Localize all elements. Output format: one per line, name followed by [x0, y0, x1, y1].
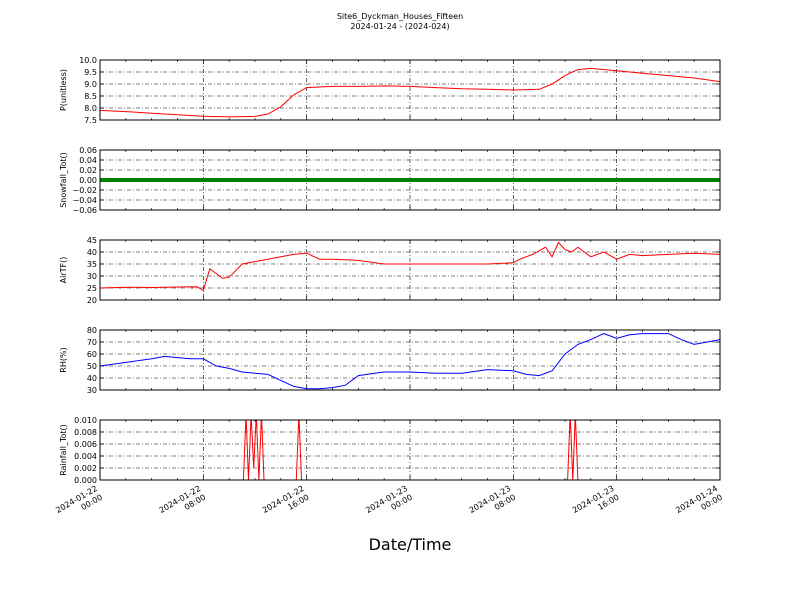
plot-frame [99, 239, 721, 301]
panel-4: 30 40 50 60 70 80 RH(%) [59, 326, 721, 395]
y-tick-label: −0.04 [72, 196, 97, 205]
y-tick-label: 0.010 [74, 416, 97, 425]
y-tick-label: 0.06 [79, 146, 97, 155]
y-axis-label: Snowfall_Tot() [59, 152, 68, 208]
y-tick-label: 0.04 [79, 156, 97, 165]
x-tick-labels: 2024-01-2200:00 2024-01-2208:00 2024-01-22… [54, 484, 724, 524]
plot-frame [99, 59, 721, 121]
x-tick-label: 2024-01-2316:00 [571, 484, 621, 524]
panel-5: 0.000 0.002 0.004 0.006 0.008 0.010 Rainfall_T… [59, 416, 721, 485]
chart-title: Site6_Dyckman_Houses_Fifteen [337, 12, 463, 21]
x-axis-label: Date/Time [369, 535, 452, 554]
y-tick-label: 0.004 [74, 452, 97, 461]
y-tick-label: 40 [87, 374, 97, 383]
y-tick-label: 80 [87, 326, 97, 335]
panels: 7.5 8.0 8.5 9.0 9.5 10.0 P(unitless) −0.06−0.04… [59, 56, 721, 485]
y-tick-label: 0.006 [74, 440, 97, 449]
y-axis-label: RH(%) [59, 347, 68, 372]
y-tick-label: 9.5 [84, 68, 97, 77]
y-tick-label: 30 [87, 386, 97, 395]
series-line [100, 241, 720, 292]
x-tick-label: 2024-01-2400:00 [674, 484, 724, 524]
x-tick-label: 2024-01-2216:00 [261, 484, 311, 524]
x-tick-label: 2024-01-2208:00 [158, 484, 208, 524]
y-tick-label: 40 [87, 248, 97, 257]
y-tick-label: −0.06 [72, 206, 97, 215]
y-tick-label: 0.02 [79, 166, 97, 175]
plot-frame [99, 329, 721, 391]
x-tick-label: 2024-01-2308:00 [468, 484, 518, 524]
y-tick-label: 0.00 [79, 176, 97, 185]
y-tick-label: −0.02 [72, 186, 97, 195]
y-axis-label: AirTF() [59, 257, 68, 284]
series-line [100, 333, 720, 390]
panel-2: −0.06−0.04−0.020.000.020.040.06 Snowfall_… [59, 146, 721, 215]
x-tick-label: 2024-01-2200:00 [54, 484, 104, 524]
y-tick-label: 0.000 [74, 476, 97, 485]
y-axis-label: P(unitless) [59, 69, 68, 111]
chart-subtitle: 2024-01-24 - (2024-024) [350, 22, 449, 31]
series-line [100, 420, 720, 480]
panel-3: 20 25 30 35 40 45 AirTF() [59, 236, 721, 305]
plot-frame [99, 149, 721, 211]
y-tick-label: 10.0 [79, 56, 97, 65]
y-tick-label: 25 [87, 284, 97, 293]
y-tick-label: 0.002 [74, 464, 97, 473]
y-tick-label: 8.5 [84, 92, 97, 101]
panel-1: 7.5 8.0 8.5 9.0 9.5 10.0 P(unitless) [59, 56, 721, 125]
y-tick-label: 7.5 [84, 116, 97, 125]
y-tick-label: 9.0 [84, 80, 97, 89]
y-tick-label: 50 [87, 362, 97, 371]
y-tick-label: 35 [87, 260, 97, 269]
series-line [100, 67, 720, 118]
y-axis-label: Rainfall_Tot() [59, 424, 68, 476]
y-tick-label: 20 [87, 296, 97, 305]
plot-frame [99, 419, 721, 481]
y-tick-label: 8.0 [84, 104, 97, 113]
y-tick-label: 30 [87, 272, 97, 281]
y-tick-label: 70 [87, 338, 97, 347]
y-tick-label: 45 [87, 236, 97, 245]
y-tick-label: 60 [87, 350, 97, 359]
x-tick-label: 2024-01-2300:00 [364, 484, 414, 524]
y-tick-label: 0.008 [74, 428, 97, 437]
